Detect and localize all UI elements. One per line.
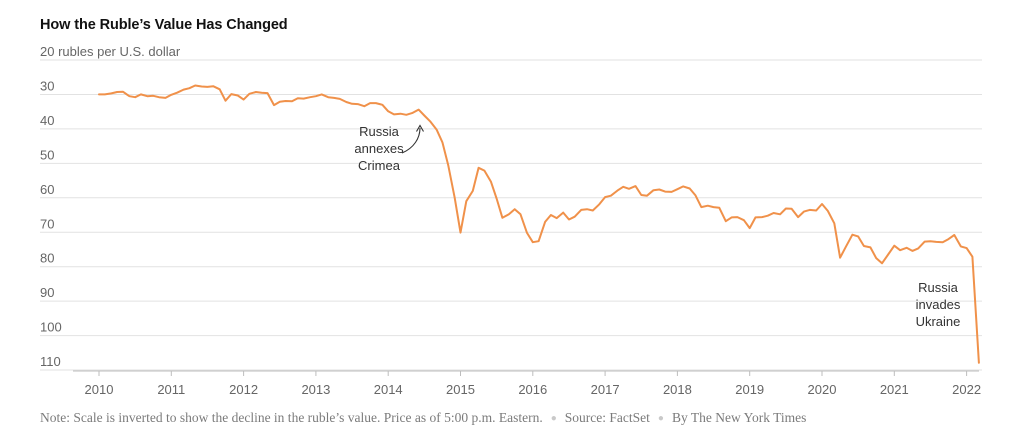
gridlines <box>40 59 982 371</box>
y-tick-label-60: 60 <box>40 182 54 197</box>
x-tick-label-2021: 2021 <box>880 382 909 397</box>
x-tick-label-2014: 2014 <box>374 382 403 397</box>
x-tick-label-2017: 2017 <box>591 382 620 397</box>
y-tick-label-80: 80 <box>40 251 54 266</box>
x-tick-label-2018: 2018 <box>663 382 692 397</box>
x-tick-label-2015: 2015 <box>446 382 475 397</box>
x-tick-label-2016: 2016 <box>518 382 547 397</box>
x-tick-label-2019: 2019 <box>735 382 764 397</box>
chart-title: How the Ruble’s Value Has Changed <box>40 17 288 33</box>
x-tick-label-2012: 2012 <box>229 382 258 397</box>
annotation-ukraine: Russia invades Ukraine <box>916 280 961 329</box>
footer-source: Source: FactSet <box>564 410 650 425</box>
annotation-crimea-arrowhead <box>416 124 424 132</box>
x-tick-label-2022: 2022 <box>952 382 981 397</box>
annotation-crimea-line-3: Crimea <box>358 158 401 173</box>
ruble-line-chart: 20 rubles per U.S. dollar 30 40 50 60 70 80 90 1… <box>40 44 982 397</box>
x-tick-label-2011: 2011 <box>157 382 185 397</box>
annotation-ukraine-line-1: Russia <box>918 280 959 295</box>
x-tick-label-2013: 2013 <box>301 382 330 397</box>
footer-separator: ● <box>550 413 557 424</box>
ruble-series-line <box>98 84 980 364</box>
y-tick-labels: 20 rubles per U.S. dollar 30 40 50 60 70 80 90 1… <box>40 44 181 369</box>
x-tick-label-2020: 2020 <box>808 382 837 397</box>
x-tick-labels: 2010 2011 2012 2013 2014 2015 2016 2017 2018 2019… <box>85 382 982 397</box>
y-tick-label-90: 90 <box>40 285 54 300</box>
annotation-ukraine-line-2: invades <box>916 297 961 312</box>
y-tick-label-30: 30 <box>40 78 54 93</box>
y-tick-label-100: 100 <box>40 320 62 335</box>
footer-note: Note: Scale is inverted to show the decl… <box>40 410 543 425</box>
footer-separator: ● <box>657 413 664 424</box>
annotation-ukraine-line-3: Ukraine <box>916 314 961 329</box>
x-tick-label-2010: 2010 <box>85 382 114 397</box>
y-tick-label-70: 70 <box>40 216 54 231</box>
footer-credit: By The New York Times <box>671 410 807 425</box>
y-tick-label-110: 110 <box>40 354 61 369</box>
y-tick-label-50: 50 <box>40 147 54 162</box>
annotation-crimea-line-2: annexes <box>354 141 404 156</box>
annotation-crimea-arrow <box>401 127 421 154</box>
annotation-crimea-line-1: Russia <box>359 124 400 139</box>
annotation-crimea: Russia annexes Crimea <box>354 124 424 173</box>
y-tick-label-40: 40 <box>40 113 54 128</box>
x-axis <box>73 370 979 376</box>
chart-footer: Note: Scale is inverted to show the decl… <box>40 410 806 426</box>
y-tick-label-20: 20 rubles per U.S. dollar <box>40 44 181 59</box>
